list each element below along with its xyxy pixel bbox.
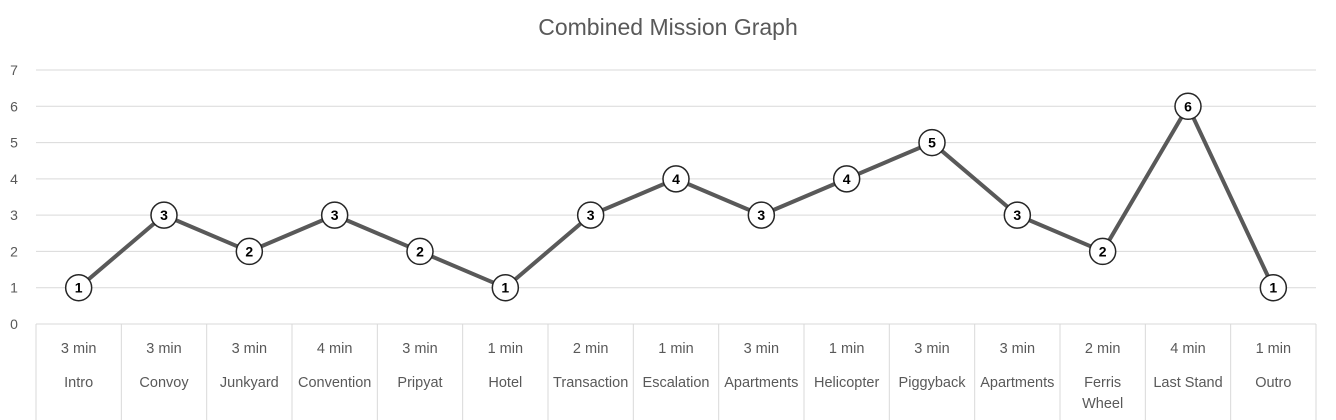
category-name-label: Junkyard [220, 375, 279, 391]
data-label: 3 [160, 207, 168, 223]
category-name-label: Apartments [724, 375, 798, 391]
category-duration-label: 1 min [1256, 341, 1291, 357]
data-point-marker [576, 201, 605, 229]
category-name-label: Wheel [1082, 396, 1123, 412]
data-label: 3 [587, 207, 595, 223]
category-duration-label: 2 min [573, 341, 608, 357]
category-duration-label: 3 min [744, 341, 779, 357]
category-name-label: Escalation [643, 375, 710, 391]
data-point-marker [491, 273, 520, 302]
category-name-label: Last Stand [1153, 375, 1222, 391]
data-point-marker [747, 201, 776, 229]
category-duration-label: 1 min [658, 341, 693, 357]
data-point-marker [64, 273, 93, 302]
data-label: 3 [1013, 207, 1021, 223]
category-duration-label: 3 min [1000, 341, 1035, 357]
category-name-label: Ferris [1084, 375, 1121, 391]
data-point-marker [1088, 237, 1117, 266]
category-name-label: Intro [64, 375, 93, 391]
data-point-marker [406, 237, 434, 266]
chart-title: Combined Mission Graph [538, 14, 798, 40]
data-label: 3 [331, 207, 339, 223]
data-label: 1 [1269, 280, 1277, 296]
data-point-marker [150, 201, 178, 229]
data-label: 2 [416, 243, 424, 259]
y-tick-label: 6 [10, 98, 18, 114]
category-name-label: Helicopter [814, 375, 879, 391]
data-point-marker [832, 165, 861, 193]
category-duration-label: 1 min [488, 341, 523, 357]
data-label: 4 [843, 171, 851, 187]
data-label: 3 [757, 207, 765, 223]
y-tick-label: 1 [10, 280, 18, 296]
data-label: 2 [1099, 243, 1107, 259]
category-name-label: Convention [298, 375, 371, 391]
data-label: 1 [501, 280, 509, 296]
y-tick-label: 0 [10, 316, 18, 332]
category-duration-label: 2 min [1085, 341, 1120, 357]
data-point-marker [918, 128, 946, 157]
y-tick-label: 3 [10, 207, 18, 223]
y-tick-label: 5 [10, 135, 18, 151]
category-duration-label: 3 min [914, 341, 949, 357]
data-point-marker [662, 165, 690, 193]
y-tick-label: 2 [10, 243, 18, 259]
data-point-marker [1174, 92, 1202, 121]
data-label: 6 [1184, 98, 1192, 114]
data-label: 5 [928, 135, 936, 151]
category-duration-label: 3 min [402, 341, 437, 357]
category-duration-label: 3 min [146, 341, 181, 357]
category-duration-label: 3 min [61, 341, 96, 357]
category-duration-label: 4 min [1170, 341, 1205, 357]
data-label: 1 [75, 280, 83, 296]
category-duration-label: 3 min [232, 341, 267, 357]
category-duration-label: 1 min [829, 341, 864, 357]
data-label: 2 [245, 243, 253, 259]
category-name-label: Convoy [139, 375, 189, 391]
category-name-label: Outro [1255, 375, 1291, 391]
category-name-label: Hotel [488, 375, 522, 391]
data-point-marker [1003, 201, 1032, 229]
category-duration-label: 4 min [317, 341, 352, 357]
category-name-label: Apartments [980, 375, 1054, 391]
y-tick-label: 4 [10, 171, 18, 187]
category-name-label: Transaction [553, 375, 628, 391]
data-point-marker [1259, 273, 1288, 302]
category-name-label: Piggyback [899, 375, 967, 391]
category-name-label: Pripyat [397, 375, 442, 391]
data-point-marker [320, 201, 349, 229]
data-label: 4 [672, 171, 680, 187]
data-point-marker [235, 237, 264, 266]
y-tick-label: 7 [10, 62, 18, 78]
